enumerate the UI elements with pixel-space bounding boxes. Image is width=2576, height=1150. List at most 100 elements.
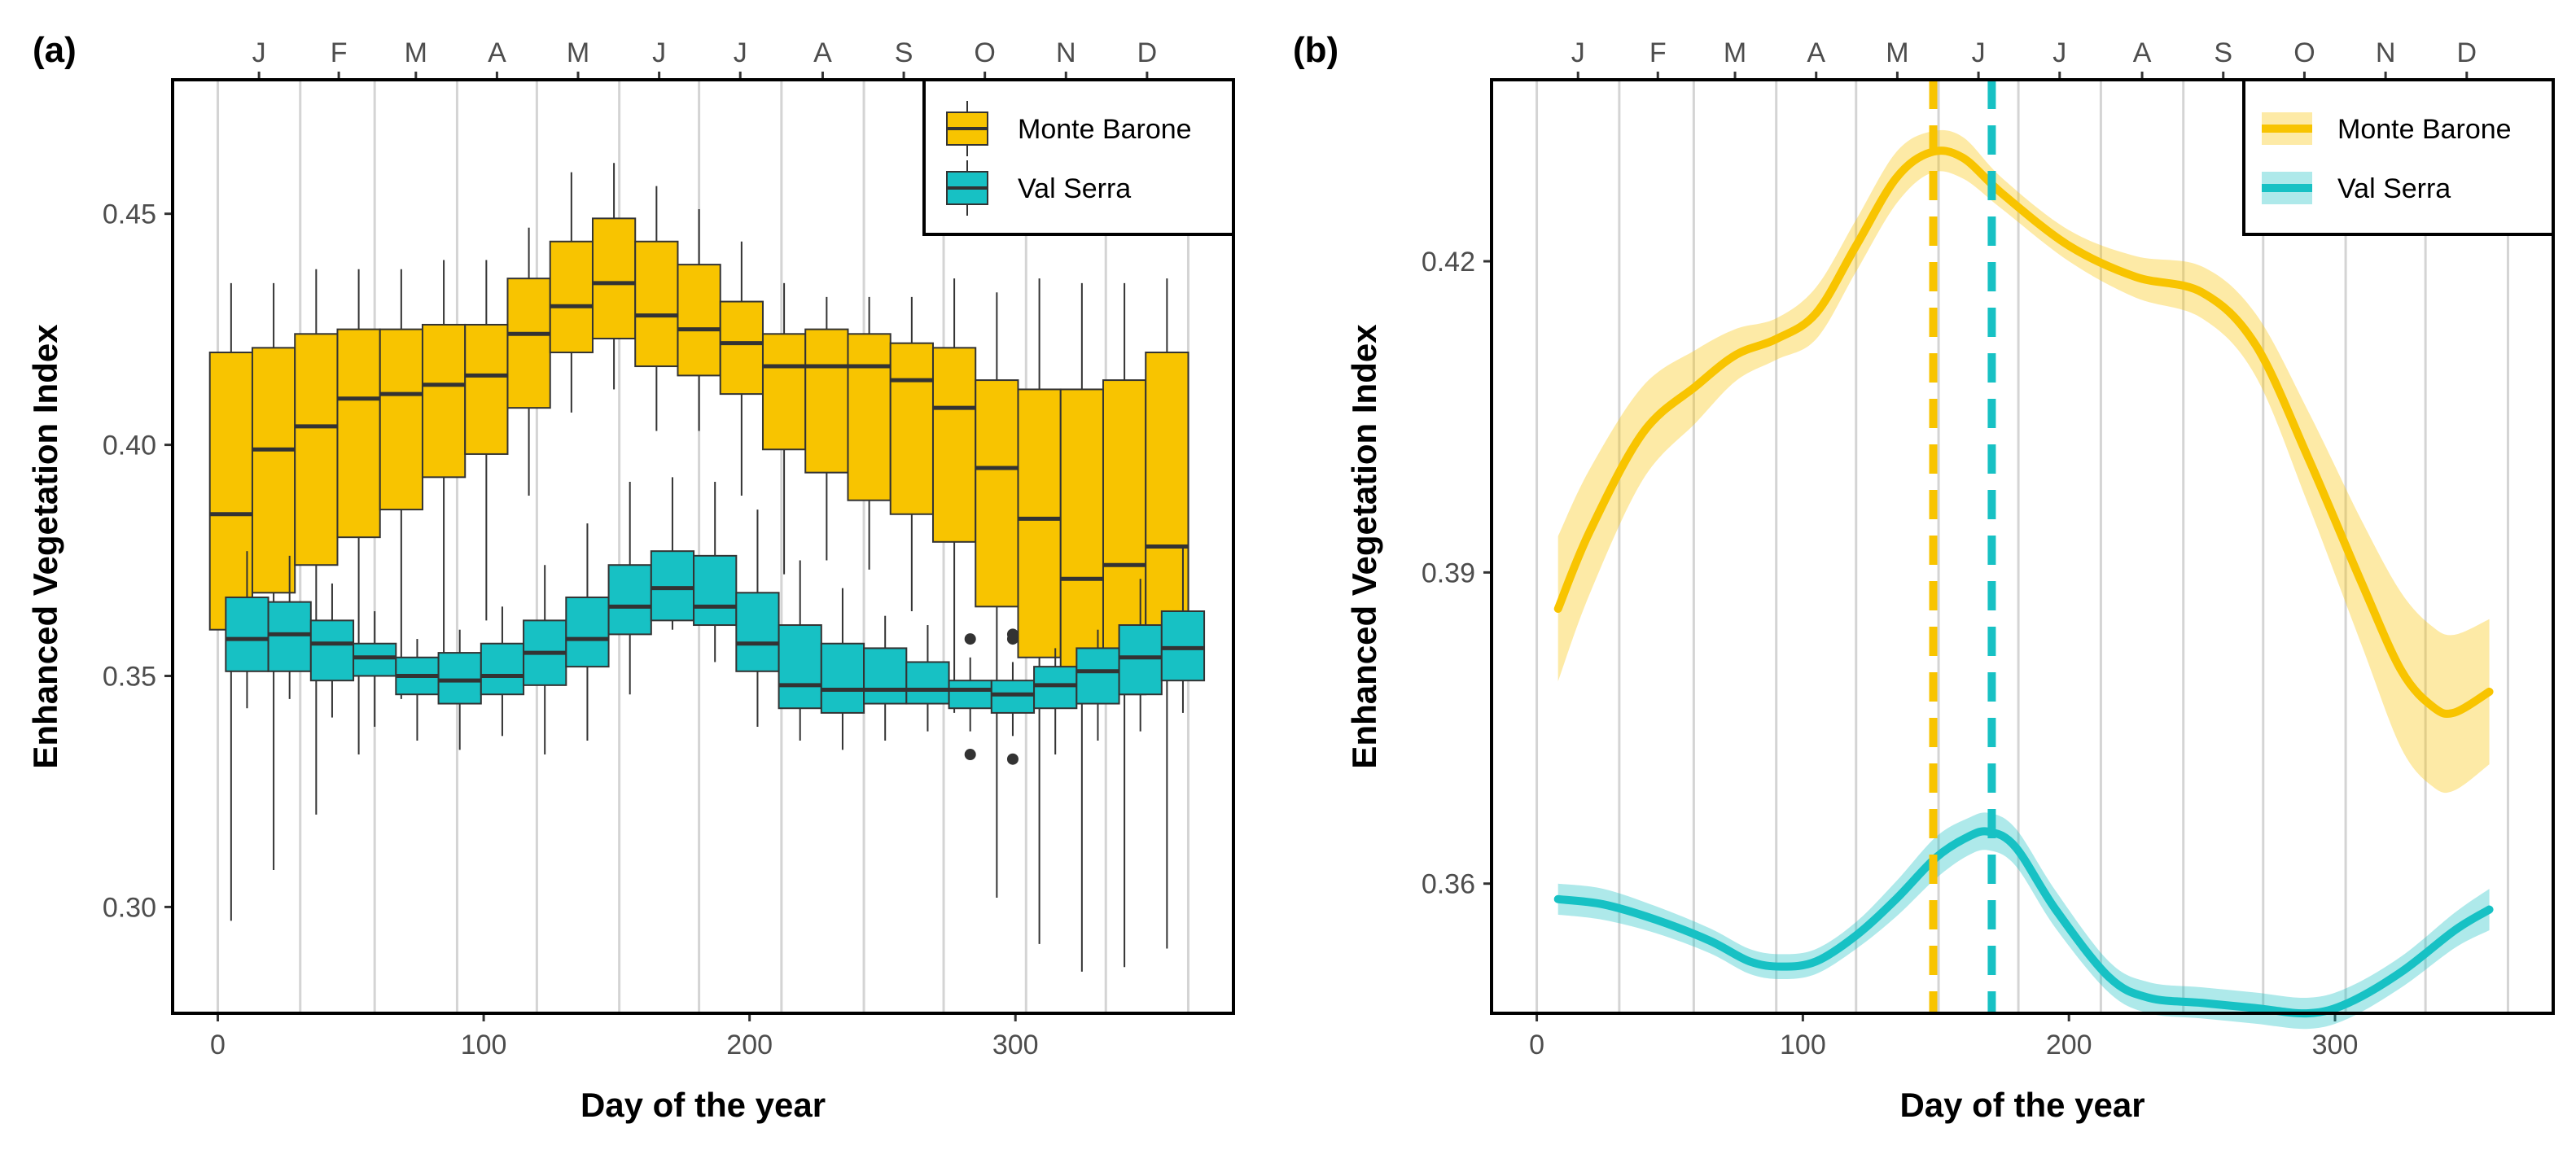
plot-frame (171, 78, 1235, 1015)
box (931, 278, 977, 713)
box-iqr (225, 596, 269, 672)
month-tick-label: O (2293, 37, 2315, 68)
legend-label: Monte Barone (1018, 114, 1192, 145)
legend: Monte Barone Val Serra (2242, 78, 2555, 236)
box (336, 269, 381, 755)
x-tick-label: 100 (1780, 1030, 1826, 1060)
box (1059, 282, 1104, 972)
box-iqr (804, 328, 849, 474)
box-iqr (1017, 388, 1062, 658)
box (820, 588, 865, 750)
month-tick-label: J (734, 37, 747, 68)
panel-b: (b) J F M A M J J A S O N D 0 100 200 300 0.36 0.39 0.42 Day… (1293, 30, 2555, 1124)
box-iqr (464, 323, 509, 455)
y-axis-title: Enhanced Vegetation Index (26, 324, 64, 769)
y-tick-label: 0.35 (103, 661, 156, 692)
month-tick-label: O (974, 37, 995, 68)
panel-a: (a) J F M A M J J A S O N D 0 100 200 300 0.30 0.35 0.40 0.4… (26, 30, 1235, 1124)
month-tick-label: N (1056, 37, 1076, 68)
month-tick-label: D (1137, 37, 1158, 68)
box-iqr (549, 240, 594, 354)
month-tick-label: A (813, 37, 832, 68)
panel-label: (a) (33, 30, 77, 70)
box-iqr (1033, 666, 1078, 710)
month-tick-label: F (1649, 37, 1667, 68)
box (437, 629, 482, 750)
confidence-ribbon (1557, 129, 2490, 794)
series-val-serra (225, 477, 1206, 765)
y-tick-label: 0.39 (1422, 558, 1475, 588)
box (565, 523, 610, 741)
legend-frame (922, 78, 1235, 236)
month-tick-label: M (1886, 37, 1908, 68)
box-iqr (591, 217, 637, 339)
box-iqr (1076, 647, 1120, 705)
box-iqr (480, 642, 525, 696)
month-tick-label: A (2133, 37, 2152, 68)
box-iqr (990, 680, 1036, 714)
outlier-point (964, 633, 976, 645)
series-monte-barone (208, 163, 1189, 972)
box-iqr (565, 596, 610, 668)
box (523, 565, 567, 755)
box-iqr (847, 333, 892, 501)
box (1017, 278, 1062, 944)
box (480, 606, 525, 737)
box-iqr (607, 564, 652, 636)
box (309, 583, 355, 718)
outlier-point (1006, 628, 1019, 641)
box (607, 482, 652, 695)
box (591, 163, 637, 390)
box (889, 296, 934, 611)
month-tick-label: F (331, 37, 348, 68)
box (863, 615, 908, 741)
box (267, 555, 312, 699)
box (421, 260, 467, 676)
plot-frame (1490, 78, 2555, 1015)
box-iqr (735, 592, 780, 672)
legend-label: Monte Barone (2337, 114, 2512, 145)
month-tick-label: A (488, 37, 506, 68)
legend: Monte Barone Val Serra (922, 78, 1235, 236)
x-tick-label: 300 (992, 1030, 1039, 1060)
box-iqr (634, 240, 679, 368)
box (804, 296, 849, 561)
box (677, 208, 721, 431)
y-axis-title: Enhanced Vegetation Index (1345, 324, 1383, 769)
box (353, 610, 397, 727)
trend-line (1553, 827, 2494, 1018)
box (225, 551, 269, 709)
box (208, 282, 253, 921)
box-iqr (208, 352, 253, 631)
box (719, 241, 764, 496)
box (464, 260, 509, 621)
x-tick-label: 0 (1529, 1030, 1544, 1060)
box-iqr (437, 652, 482, 705)
box (395, 639, 440, 741)
month-tick-label: N (2376, 37, 2396, 68)
month-tick-label: J (252, 37, 266, 68)
y-tick-label: 0.42 (1422, 247, 1475, 278)
box (905, 625, 950, 732)
box-iqr (267, 601, 312, 672)
box-iqr (421, 323, 467, 479)
month-tick-label: J (1972, 37, 1986, 68)
box-iqr (677, 264, 721, 377)
box-iqr (975, 379, 1019, 608)
legend-label: Val Serra (2337, 173, 2451, 204)
month-tick-label: J (652, 37, 666, 68)
box-iqr (294, 333, 339, 566)
trend-line (1553, 146, 2494, 719)
month-tick-label: S (2214, 37, 2232, 68)
box-iqr (693, 554, 738, 627)
panel-label: (b) (1293, 30, 1338, 70)
box (948, 633, 992, 761)
box (975, 292, 1019, 899)
month-tick-label: A (1807, 37, 1825, 68)
legend-label: Val Serra (1018, 173, 1131, 204)
box-iqr (820, 642, 865, 714)
box (251, 282, 296, 870)
box-iqr (863, 647, 908, 705)
box (735, 509, 780, 727)
